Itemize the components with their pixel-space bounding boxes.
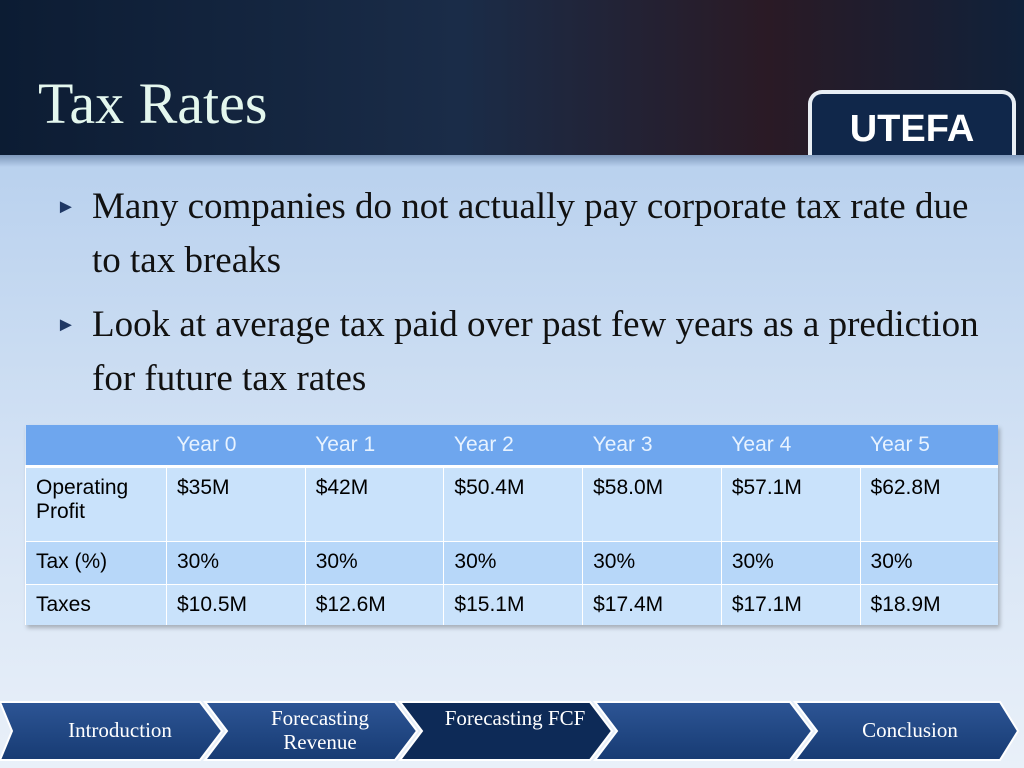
nav-label[interactable]: Forecasting FCF: [444, 706, 586, 730]
table-cell: $12.6M: [304, 584, 444, 625]
table-cell: 30%: [166, 541, 306, 585]
nav-chevron[interactable]: [592, 701, 814, 761]
table-cell: $50.4M: [443, 466, 583, 542]
table-cell: $17.1M: [720, 584, 861, 625]
nav-chevron[interactable]: [0, 701, 224, 761]
logo: UTEFA: [808, 90, 1016, 156]
table-row: Tax (%) 30% 30% 30% 30% 30% 30%: [25, 541, 998, 585]
header-row: Year 0 Year 1 Year 2 Year 3 Year 4 Year 5: [25, 425, 998, 468]
nav-bar: [0, 701, 1020, 761]
row-label: Taxes: [25, 584, 167, 625]
title: Tax Rates: [38, 71, 268, 136]
nav-chevron[interactable]: [792, 701, 1020, 761]
table-cell: $35M: [166, 466, 306, 542]
table-cell: 30%: [443, 541, 583, 585]
table-cell: $15.1M: [443, 584, 583, 625]
logo-text: UTEFA: [849, 108, 975, 150]
nav-chevron[interactable]: [202, 701, 419, 761]
nav-label[interactable]: Introduction: [68, 718, 172, 742]
data-table: Year 0 Year 1 Year 2 Year 3 Year 4 Year 5 Ope…: [25, 425, 998, 625]
nav-chevron-active[interactable]: [397, 701, 614, 761]
column-header: Year 3: [582, 425, 722, 468]
row-label: Operating Profit: [25, 466, 167, 542]
table-cell: $58.0M: [582, 466, 722, 542]
table-cell: 30%: [859, 541, 998, 585]
table-cell: $62.8M: [859, 466, 998, 542]
column-header: Year 4: [721, 425, 861, 468]
column-header: Year 2: [443, 425, 583, 468]
nav-label[interactable]: Conclusion: [862, 718, 958, 742]
bullet: Look at average tax paid over past few y…: [56, 298, 992, 406]
table-cell: $17.4M: [582, 584, 722, 625]
table-cell: $57.1M: [720, 466, 861, 542]
table-cell: 30%: [582, 541, 722, 585]
column-header: Year 1: [305, 425, 444, 468]
corner-cell: [25, 425, 167, 468]
column-header: Year 0: [166, 425, 306, 468]
table-row: Taxes $10.5M $12.6M $15.1M $17.4M $17.1M $18.9…: [25, 584, 998, 625]
bullet: Many companies do not actually pay corpo…: [56, 180, 992, 288]
table-cell: $18.9M: [859, 584, 998, 625]
column-header: Year 5: [860, 425, 998, 468]
table-row: Operating Profit $35M $42M $50.4M $58.0M $57.…: [25, 466, 998, 542]
table-cell: 30%: [720, 541, 861, 585]
row-label: Tax (%): [25, 541, 167, 585]
header-band: Tax Rates UTEFA: [0, 0, 1024, 167]
table-cell: 30%: [304, 541, 444, 585]
nav-label[interactable]: Forecasting Revenue: [271, 706, 369, 754]
table-cell: $42M: [304, 466, 444, 542]
table-cell: $10.5M: [166, 584, 306, 625]
